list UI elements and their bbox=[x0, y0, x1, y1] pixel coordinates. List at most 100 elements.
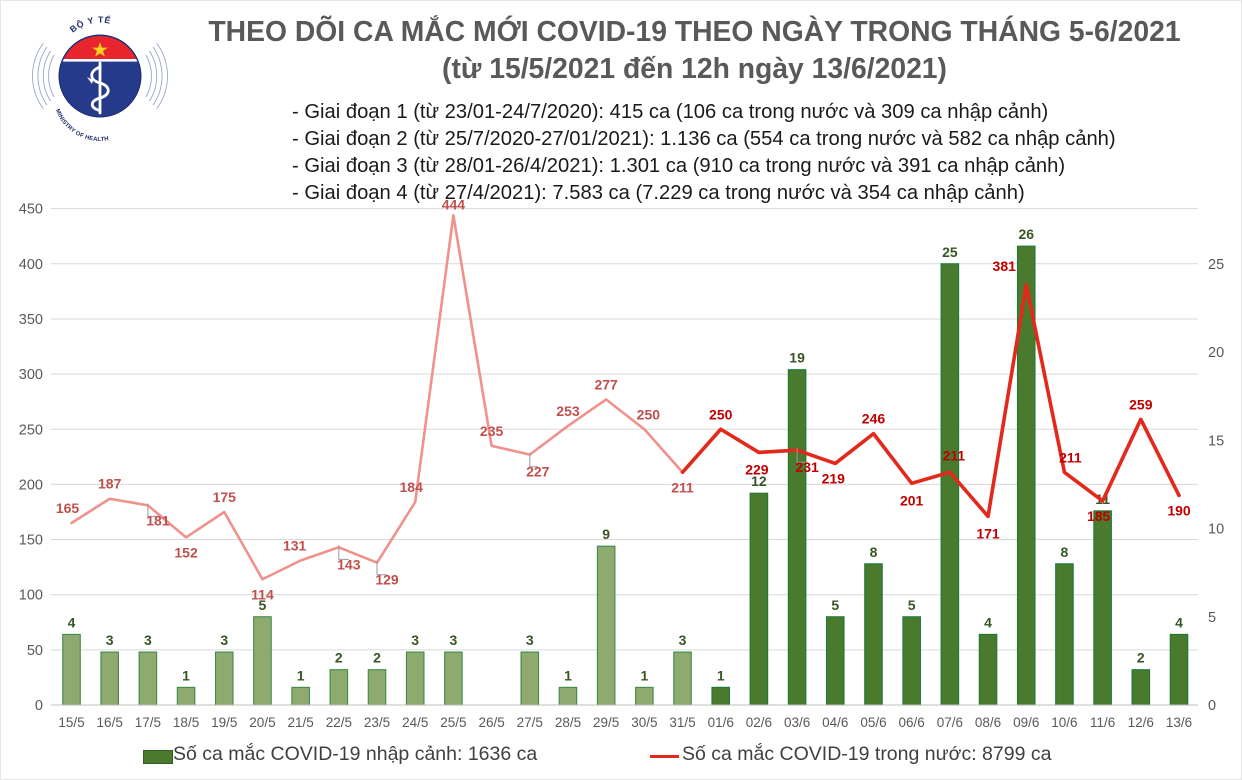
svg-text:1: 1 bbox=[717, 667, 725, 683]
svg-text:400: 400 bbox=[19, 257, 43, 273]
svg-text:2: 2 bbox=[335, 650, 343, 666]
svg-text:2: 2 bbox=[373, 650, 381, 666]
svg-text:350: 350 bbox=[19, 312, 43, 328]
svg-text:381: 381 bbox=[993, 258, 1017, 274]
svg-text:171: 171 bbox=[976, 525, 1000, 541]
svg-text:11/6: 11/6 bbox=[1090, 715, 1115, 730]
svg-text:114: 114 bbox=[251, 586, 274, 602]
svg-text:201: 201 bbox=[900, 492, 924, 508]
svg-text:250: 250 bbox=[19, 422, 43, 438]
svg-text:5: 5 bbox=[1208, 610, 1216, 626]
svg-text:229: 229 bbox=[745, 461, 769, 477]
svg-text:450: 450 bbox=[19, 202, 43, 218]
svg-text:211: 211 bbox=[671, 479, 694, 495]
svg-text:25/5: 25/5 bbox=[440, 715, 466, 730]
svg-text:20: 20 bbox=[1208, 345, 1224, 361]
svg-text:04/6: 04/6 bbox=[822, 715, 848, 730]
svg-text:129: 129 bbox=[375, 572, 399, 588]
svg-text:25: 25 bbox=[1208, 257, 1224, 273]
svg-text:08/6: 08/6 bbox=[975, 715, 1001, 730]
svg-text:26: 26 bbox=[1018, 226, 1034, 242]
svg-text:30/5: 30/5 bbox=[631, 715, 657, 730]
svg-text:27/5: 27/5 bbox=[517, 715, 543, 730]
svg-text:4: 4 bbox=[984, 614, 992, 630]
svg-text:231: 231 bbox=[795, 459, 819, 475]
svg-text:1: 1 bbox=[564, 667, 572, 683]
svg-text:3: 3 bbox=[679, 632, 687, 648]
svg-text:16/5: 16/5 bbox=[97, 715, 123, 730]
svg-text:13/6: 13/6 bbox=[1166, 715, 1192, 730]
svg-text:150: 150 bbox=[19, 533, 43, 549]
svg-text:253: 253 bbox=[556, 403, 580, 419]
svg-text:18/5: 18/5 bbox=[173, 715, 199, 730]
svg-text:02/6: 02/6 bbox=[746, 715, 772, 730]
svg-text:5: 5 bbox=[831, 597, 839, 613]
svg-text:3: 3 bbox=[450, 632, 458, 648]
svg-text:2: 2 bbox=[1137, 650, 1145, 666]
svg-text:22/5: 22/5 bbox=[326, 715, 352, 730]
svg-text:8: 8 bbox=[870, 544, 878, 560]
svg-text:100: 100 bbox=[19, 588, 43, 604]
svg-text:200: 200 bbox=[19, 477, 43, 493]
svg-text:187: 187 bbox=[98, 476, 122, 492]
svg-text:277: 277 bbox=[594, 376, 618, 392]
svg-text:29/5: 29/5 bbox=[593, 715, 619, 730]
svg-text:227: 227 bbox=[526, 464, 550, 480]
svg-text:31/5: 31/5 bbox=[669, 715, 695, 730]
svg-text:05/6: 05/6 bbox=[860, 715, 886, 730]
svg-text:26/5: 26/5 bbox=[478, 715, 504, 730]
svg-text:3: 3 bbox=[526, 632, 534, 648]
svg-text:09/6: 09/6 bbox=[1013, 715, 1039, 730]
svg-text:300: 300 bbox=[19, 367, 43, 383]
svg-text:3: 3 bbox=[144, 632, 152, 648]
svg-text:165: 165 bbox=[56, 500, 80, 516]
svg-text:03/6: 03/6 bbox=[784, 715, 810, 730]
svg-text:06/6: 06/6 bbox=[899, 715, 925, 730]
svg-text:8: 8 bbox=[1061, 544, 1069, 560]
svg-text:19/5: 19/5 bbox=[211, 715, 237, 730]
svg-text:10/6: 10/6 bbox=[1051, 715, 1077, 730]
svg-text:15: 15 bbox=[1208, 433, 1224, 449]
svg-text:219: 219 bbox=[822, 470, 846, 486]
svg-text:184: 184 bbox=[400, 479, 424, 495]
svg-text:0: 0 bbox=[35, 698, 43, 714]
svg-text:250: 250 bbox=[709, 406, 733, 422]
svg-text:1: 1 bbox=[182, 667, 190, 683]
svg-text:23/5: 23/5 bbox=[364, 715, 390, 730]
svg-text:1: 1 bbox=[297, 667, 305, 683]
svg-text:211: 211 bbox=[943, 447, 966, 463]
svg-text:21/5: 21/5 bbox=[287, 715, 313, 730]
svg-text:28/5: 28/5 bbox=[555, 715, 581, 730]
svg-text:185: 185 bbox=[1087, 508, 1111, 524]
svg-text:181: 181 bbox=[146, 512, 170, 528]
svg-text:07/6: 07/6 bbox=[937, 715, 963, 730]
svg-text:190: 190 bbox=[1167, 502, 1191, 518]
svg-text:17/5: 17/5 bbox=[135, 715, 161, 730]
svg-text:9: 9 bbox=[602, 526, 610, 542]
svg-text:19: 19 bbox=[789, 350, 805, 366]
svg-text:246: 246 bbox=[862, 411, 886, 427]
svg-text:235: 235 bbox=[480, 423, 504, 439]
svg-text:15/5: 15/5 bbox=[58, 715, 84, 730]
svg-text:10: 10 bbox=[1208, 522, 1224, 538]
svg-text:01/6: 01/6 bbox=[708, 715, 734, 730]
svg-text:3: 3 bbox=[106, 632, 114, 648]
svg-text:4: 4 bbox=[68, 614, 76, 630]
svg-text:25: 25 bbox=[942, 244, 958, 260]
svg-text:250: 250 bbox=[637, 406, 661, 422]
svg-text:444: 444 bbox=[442, 196, 466, 212]
svg-text:4: 4 bbox=[1175, 614, 1183, 630]
svg-text:3: 3 bbox=[220, 632, 228, 648]
svg-text:20/5: 20/5 bbox=[249, 715, 275, 730]
svg-text:211: 211 bbox=[1059, 449, 1082, 465]
svg-text:1: 1 bbox=[640, 667, 648, 683]
svg-text:131: 131 bbox=[283, 538, 307, 554]
svg-text:143: 143 bbox=[337, 556, 361, 572]
svg-text:152: 152 bbox=[174, 544, 198, 560]
svg-text:5: 5 bbox=[908, 597, 916, 613]
svg-text:259: 259 bbox=[1129, 396, 1153, 412]
svg-text:12/6: 12/6 bbox=[1128, 715, 1154, 730]
svg-text:175: 175 bbox=[213, 489, 237, 505]
svg-text:50: 50 bbox=[27, 643, 43, 659]
svg-text:3: 3 bbox=[411, 632, 419, 648]
